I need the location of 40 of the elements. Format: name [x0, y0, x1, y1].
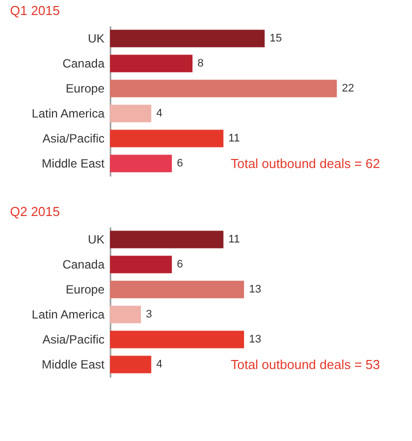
- y-tick-label: Europe: [66, 282, 105, 296]
- y-tick-label: Middle East: [42, 156, 106, 170]
- data-label: 13: [249, 284, 262, 296]
- bar: [110, 104, 152, 122]
- data-label: 4: [156, 358, 162, 370]
- y-tick-label: Asia/Pacific: [42, 332, 104, 346]
- bar: [110, 30, 265, 48]
- bar: [110, 330, 244, 348]
- y-tick-label: Latin America: [32, 308, 105, 322]
- annotation: Total outbound deals = 62: [230, 156, 380, 171]
- data-label: 15: [270, 32, 282, 44]
- y-tick-label: Latin America: [32, 106, 105, 120]
- data-label: 13: [249, 334, 262, 346]
- y-tick-label: Asia/Pacific: [42, 132, 104, 146]
- data-label: 11: [228, 234, 240, 246]
- bar: [110, 356, 152, 374]
- data-label: 6: [176, 158, 183, 170]
- bar: [110, 306, 141, 324]
- annotation: Total outbound deals = 53: [230, 357, 380, 372]
- bar: [110, 154, 172, 172]
- y-tick-label: Middle East: [42, 358, 106, 372]
- y-tick-label: Canada: [62, 258, 105, 272]
- bar: [110, 280, 244, 298]
- y-tick-label: Canada: [62, 56, 105, 70]
- bar: [110, 130, 224, 148]
- bar: [110, 80, 337, 98]
- chart-title: Q2 2015: [10, 204, 60, 219]
- chart-title: Q1 2015: [10, 3, 60, 18]
- bar: [110, 256, 172, 274]
- data-label: 6: [176, 258, 183, 270]
- y-tick-label: UK: [88, 32, 104, 46]
- bar: [110, 54, 192, 72]
- y-tick-label: UK: [88, 232, 104, 246]
- data-label: 4: [156, 108, 162, 120]
- y-tick-label: Europe: [66, 82, 105, 96]
- data-label: 22: [342, 82, 354, 94]
- data-label: 8: [197, 58, 204, 70]
- data-label: 11: [228, 132, 240, 144]
- data-label: 3: [146, 308, 152, 320]
- bar: [110, 230, 224, 248]
